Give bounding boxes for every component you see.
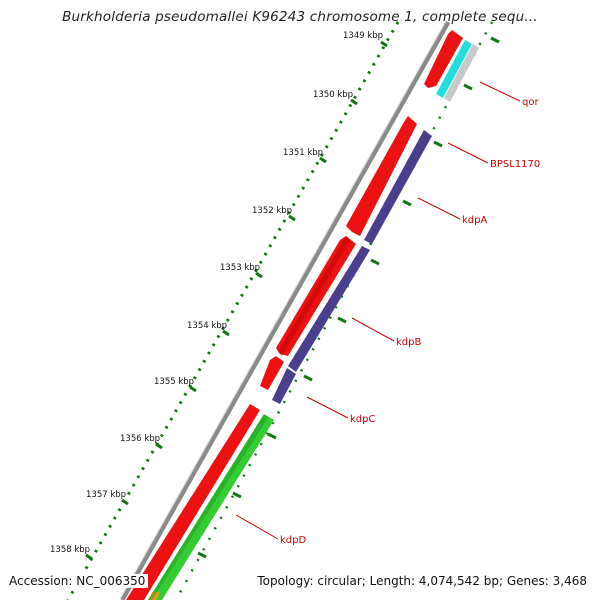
scale-ticks: [85, 36, 500, 561]
major-tick: [255, 271, 263, 279]
gene-leader-lines: [235, 81, 521, 540]
gene-label-qor: qor: [522, 97, 539, 108]
leader-bpsl1170: [447, 142, 489, 164]
major-tick: [350, 98, 358, 106]
cds-orange-bottom: [150, 592, 160, 600]
inner-major-tick: [232, 491, 242, 499]
genome-backbone-highlight: [119, 20, 447, 600]
cds-purple-kdpB: [288, 246, 370, 372]
major-tick: [121, 498, 129, 506]
cds-purple-kdpA: [364, 130, 432, 244]
major-tick: [85, 553, 93, 561]
cds-cyan-qor: [436, 40, 472, 98]
inner-major-tick: [370, 258, 380, 266]
tick-label-1355: 1355 kbp: [154, 377, 194, 387]
cds-purple-kdpC: [272, 368, 296, 404]
tick-label-1349: 1349 kbp: [343, 31, 383, 41]
major-tick: [288, 214, 296, 222]
cds-green-shade: [148, 414, 268, 600]
tick-label-1353: 1353 kbp: [220, 263, 260, 273]
inner-major-tick: [433, 140, 443, 148]
inner-major-tick: [337, 316, 347, 324]
genome-backbone: [119, 20, 451, 600]
inner-dotted-track: [174, 21, 494, 600]
outer-dotted-track: [66, 21, 400, 600]
leader-kdpA: [417, 197, 461, 220]
gene-label-kdpA: kdpA: [462, 215, 487, 226]
inner-major-tick: [463, 83, 473, 91]
major-tick: [319, 156, 327, 164]
major-tick: [155, 442, 163, 450]
cds-red-kdpA: [276, 236, 356, 356]
inner-major-tick: [303, 374, 313, 382]
gene-label-kdpC: kdpC: [350, 414, 375, 425]
cds-green-kdpD: [148, 414, 274, 600]
tick-label-1354: 1354 kbp: [187, 321, 227, 331]
tick-label-1357: 1357 kbp: [86, 490, 126, 500]
leader-kdpC: [306, 396, 349, 419]
tick-label-1356: 1356 kbp: [120, 434, 160, 444]
cds-red-bpsl1170: [346, 116, 417, 236]
inner-major-tick: [402, 199, 412, 207]
cds-red-qor: [424, 30, 463, 88]
major-tick: [222, 329, 230, 337]
tick-label-1350: 1350 kbp: [313, 90, 353, 100]
accession-label: Accession: NC_006350: [6, 574, 149, 588]
cds-gray-qor: [444, 44, 479, 102]
inner-major-tick: [267, 432, 277, 440]
gene-label-bpsl1170: BPSL1170: [490, 159, 540, 170]
tick-label-1351: 1351 kbp: [283, 148, 323, 158]
map-title: Burkholderia pseudomallei K96243 chromos…: [62, 9, 538, 25]
topology-label: Topology: circular; Length: 4,074,542 bp…: [254, 574, 590, 588]
tick-label-1352: 1352 kbp: [252, 206, 292, 216]
leader-kdpB: [351, 317, 395, 342]
cds-red-shade: [278, 236, 350, 356]
cds-red-kdpD: [126, 404, 260, 600]
inner-major-tick: [490, 36, 500, 44]
leader-kdpD: [235, 514, 279, 540]
major-tick: [380, 40, 388, 48]
feature-track: [126, 30, 479, 600]
tick-label-1358: 1358 kbp: [50, 545, 90, 555]
gene-label-kdpB: kdpB: [396, 337, 421, 348]
major-tick: [189, 385, 197, 393]
cds-red-kdpB: [260, 356, 284, 390]
gene-label-kdpD: kdpD: [280, 535, 306, 546]
leader-qor: [479, 81, 521, 102]
inner-major-tick: [197, 551, 207, 559]
